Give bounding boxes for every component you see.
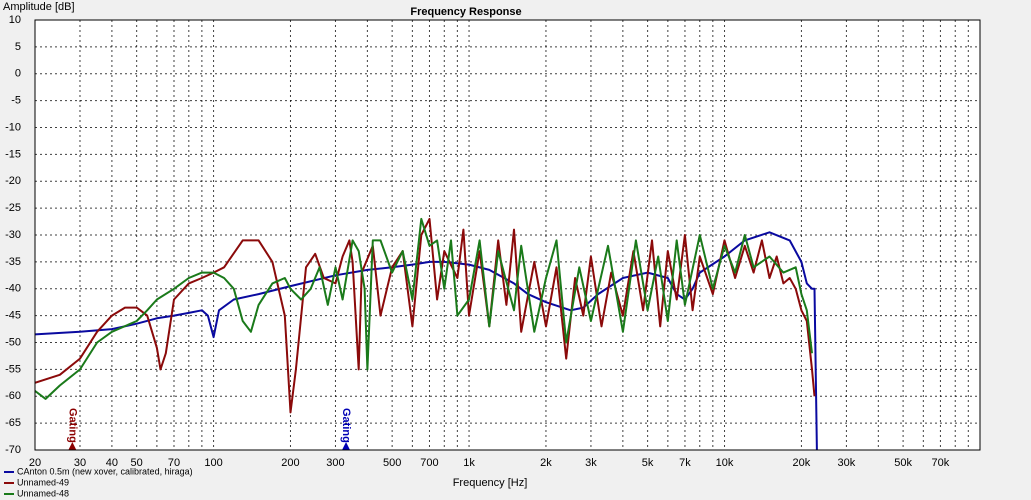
series-line	[35, 231, 818, 450]
legend-label: Unnamed-49	[17, 477, 69, 487]
y-tick-label: -55	[5, 363, 21, 375]
x-tick-label: 50k	[894, 457, 912, 469]
x-tick-label: 3k	[585, 457, 597, 469]
y-tick-label: -15	[5, 148, 21, 160]
x-tick-label: 30k	[838, 457, 856, 469]
legend-label: CAnton 0.5m (new xover, calibrated, hira…	[17, 466, 193, 476]
x-tick-label: 30	[74, 457, 86, 469]
y-tick-label: -10	[5, 121, 21, 133]
x-axis-label: Frequency [Hz]	[453, 477, 528, 489]
y-tick-label: -25	[5, 202, 21, 214]
series-line	[35, 217, 813, 400]
y-tick-label: -20	[5, 175, 21, 187]
x-tick-label: 7k	[679, 457, 691, 469]
y-tick-label: -70	[5, 444, 21, 456]
y-tick-label: 5	[15, 41, 21, 53]
x-tick-label: 20k	[793, 457, 811, 469]
x-tick-label: 40	[106, 457, 118, 469]
x-tick-label: 5k	[642, 457, 654, 469]
legend-label: Unnamed-48	[17, 488, 69, 498]
x-tick-label: 1k	[463, 457, 475, 469]
gating-label: Gating	[66, 408, 78, 443]
x-tick-label: 10k	[716, 457, 734, 469]
x-tick-label: 20	[29, 457, 41, 469]
x-tick-label: 100	[204, 457, 222, 469]
legend: CAnton 0.5m (new xover, calibrated, hira…	[4, 466, 193, 498]
y-tick-label: 10	[9, 14, 21, 26]
y-tick-label: -60	[5, 390, 21, 402]
y-tick-label: -45	[5, 310, 21, 322]
y-tick-label: -65	[5, 417, 21, 429]
y-tick-label: -50	[5, 336, 21, 348]
plot-area	[35, 20, 980, 450]
x-tick-label: 70	[168, 457, 180, 469]
gating-marker	[68, 442, 77, 450]
x-tick-label: 500	[383, 457, 401, 469]
x-tick-label: 300	[326, 457, 344, 469]
gating-marker	[342, 442, 351, 450]
y-tick-label: 0	[15, 68, 21, 80]
x-tick-label: 2k	[540, 457, 552, 469]
x-tick-label: 700	[420, 457, 438, 469]
x-tick-label: 70k	[932, 457, 950, 469]
lines	[35, 217, 818, 450]
labels: 1050-5-10-15-20-25-30-35-40-45-50-55-60-…	[5, 14, 950, 469]
y-tick-label: -5	[11, 95, 21, 107]
gating-label: Gating	[340, 408, 352, 443]
y-tick-label: -30	[5, 229, 21, 241]
x-tick-label: 50	[131, 457, 143, 469]
y-tick-label: -40	[5, 283, 21, 295]
y-tick-label: -35	[5, 256, 21, 268]
annotations: Gating Gating	[66, 408, 352, 450]
plot-border	[34, 19, 981, 451]
chart-title: Frequency Response	[410, 6, 521, 18]
y-axis-label: Amplitude [dB]	[3, 1, 75, 13]
x-tick-label: 200	[281, 457, 299, 469]
